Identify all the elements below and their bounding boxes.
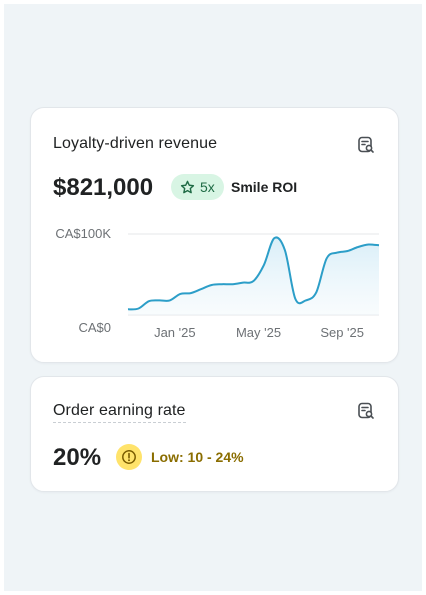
- loyalty-revenue-title: Loyalty-driven revenue: [53, 135, 218, 152]
- roi-badge: 5x: [171, 174, 224, 200]
- warning-icon: [116, 444, 142, 470]
- rate-range-badge: Low: 10 - 24%: [116, 444, 253, 470]
- revenue-area: [128, 237, 379, 315]
- y-tick-label: CA$100K: [55, 226, 111, 241]
- order-earning-rate-card: Order earning rate 20% Low: 10 - 24%: [30, 376, 399, 492]
- revenue-value: $821,000: [53, 174, 154, 201]
- report-search-icon[interactable]: [356, 401, 376, 421]
- y-tick-label: CA$0: [78, 320, 111, 335]
- order-earning-rate-title[interactable]: Order earning rate: [53, 402, 186, 423]
- x-tick-label: May '25: [236, 325, 281, 340]
- report-search-icon[interactable]: [356, 135, 376, 155]
- roi-badge-label: 5x: [200, 179, 215, 195]
- page-background: Loyalty-driven revenue $821,000 5x Smile…: [4, 4, 422, 591]
- x-tick-label: Jan '25: [154, 325, 196, 340]
- revenue-line: [127, 236, 380, 311]
- x-tick-label: Sep '25: [320, 325, 364, 340]
- revenue-chart: CA$100K CA$0 Jan '25 May '25 Sep '25: [55, 226, 380, 340]
- rate-range-label: Low: 10 - 24%: [151, 449, 244, 465]
- earning-rate-value: 20%: [53, 444, 102, 471]
- roi-label: Smile ROI: [231, 179, 298, 195]
- loyalty-revenue-card: Loyalty-driven revenue $821,000 5x Smile…: [30, 107, 399, 363]
- star-icon: [180, 180, 195, 193]
